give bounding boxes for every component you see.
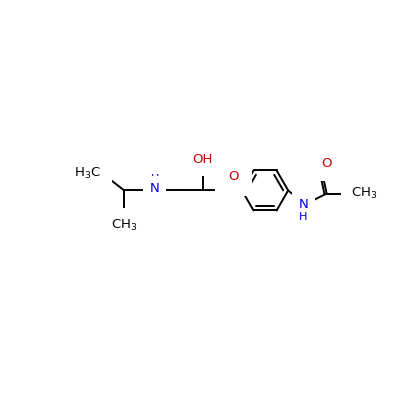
- Text: H: H: [299, 212, 308, 222]
- Text: N: N: [299, 198, 308, 211]
- Text: O: O: [322, 158, 332, 170]
- Text: O: O: [229, 170, 239, 183]
- Text: CH$_3$: CH$_3$: [351, 186, 378, 201]
- Text: OH: OH: [192, 153, 213, 166]
- Text: CH$_3$: CH$_3$: [111, 218, 137, 233]
- Text: H$_3$C: H$_3$C: [74, 166, 101, 181]
- Text: H: H: [151, 174, 159, 184]
- Text: N: N: [150, 182, 160, 196]
